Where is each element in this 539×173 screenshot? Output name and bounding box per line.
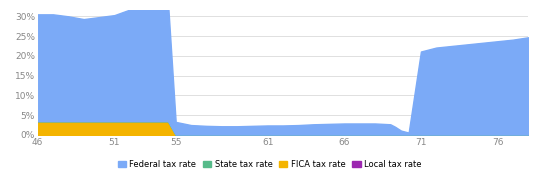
Legend: Federal tax rate, State tax rate, FICA tax rate, Local tax rate: Federal tax rate, State tax rate, FICA t… (118, 160, 421, 169)
